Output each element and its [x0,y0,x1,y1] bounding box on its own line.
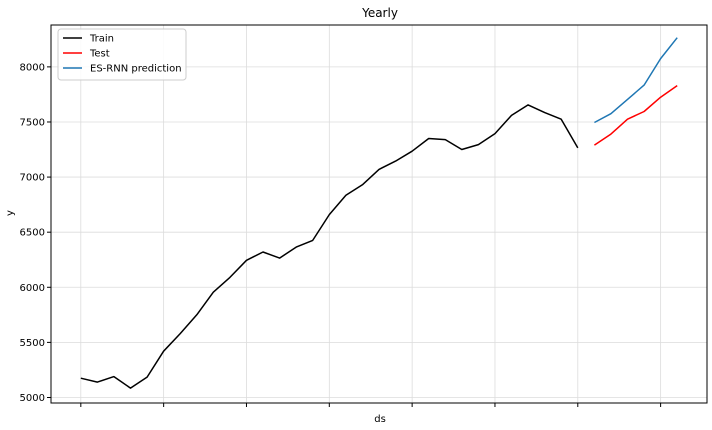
series-line-train [80,104,579,389]
plot-frame [50,24,708,404]
y-tick-label: 5000 [20,393,45,404]
series-line-es-rnn-prediction [594,37,678,124]
series-lines [80,37,678,389]
legend-entry: Train [89,34,114,45]
y-tick-label: 7500 [20,117,45,128]
legend-entry: ES-RNN prediction [90,64,182,75]
y-tick-label: 6500 [20,228,45,239]
y-axis-label: y [5,210,16,216]
y-tick-label: 6000 [20,283,45,294]
grid [51,25,707,403]
legend: Train Test ES-RNN prediction [57,28,187,81]
x-axis [80,403,662,407]
chart-title: Yearly [361,6,398,20]
y-axis: 5000 5500 6000 6500 7000 7500 8000 [20,62,51,404]
legend-box [57,28,187,81]
y-tick-label: 5500 [20,338,45,349]
legend-entry: Test [89,49,110,60]
y-tick-label: 8000 [20,62,45,73]
x-axis-label: ds [374,414,386,425]
series-line-test [593,84,678,146]
y-tick-label: 7000 [20,173,45,184]
